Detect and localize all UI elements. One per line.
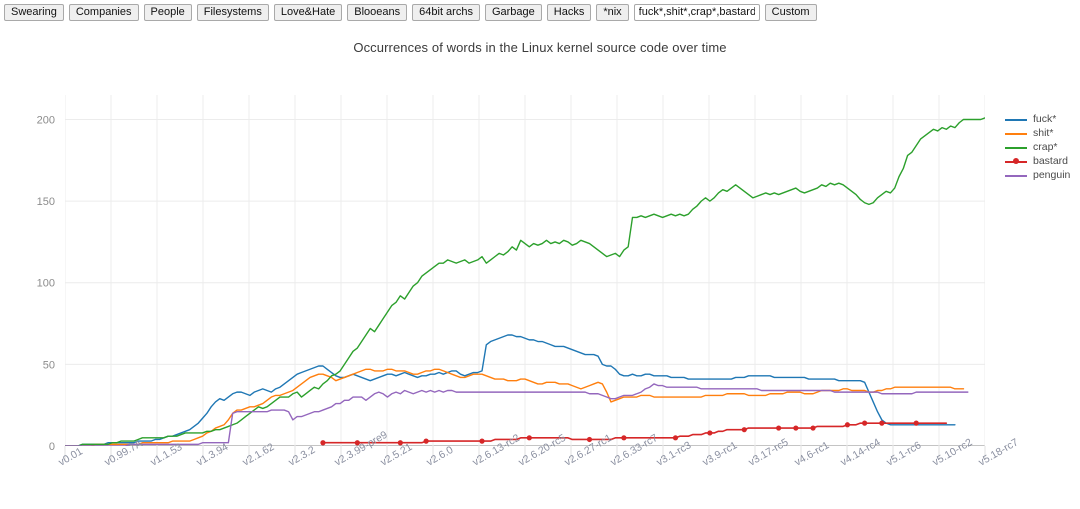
series-marker-bastard <box>423 438 429 444</box>
x-axis-tick-label: v2.6.0 <box>425 444 456 469</box>
toolbar-button-companies[interactable]: Companies <box>68 3 139 21</box>
plot-area <box>65 95 985 446</box>
legend-item-shit[interactable]: shit* <box>1005 126 1070 140</box>
toolbar-button-people[interactable]: People <box>143 3 192 21</box>
legend-swatch-bastard <box>1005 156 1027 167</box>
legend-label-fuck: fuck* <box>1033 113 1057 125</box>
legend-label-crap: crap* <box>1033 141 1058 153</box>
toolbar-button-64bit-archs[interactable]: 64bit archs <box>412 3 480 21</box>
legend-item-fuck[interactable]: fuck* <box>1005 112 1070 126</box>
toolbar-button-custom[interactable]: Custom <box>764 3 817 21</box>
toolbar-button-hacks[interactable]: Hacks <box>546 3 592 21</box>
series-marker-bastard <box>810 425 816 431</box>
toolbar-button-love-hate[interactable]: Love&Hate <box>273 3 343 21</box>
series-line-crap <box>65 117 985 446</box>
series-marker-bastard <box>526 435 532 441</box>
x-axis-tick-label: v2.3.2 <box>287 444 318 469</box>
category-toolbar: Swearing Companies People Filesystems Lo… <box>4 3 817 21</box>
legend-swatch-fuck <box>1005 114 1027 125</box>
series-marker-bastard <box>479 438 485 444</box>
legend-label-bastard: bastard <box>1033 155 1069 167</box>
series-marker-bastard <box>586 436 593 443</box>
toolbar-button-blooeans[interactable]: Blooeans <box>347 3 408 21</box>
legend-swatch-penguin <box>1005 170 1027 181</box>
series-marker-bastard <box>354 440 360 446</box>
series-marker-bastard <box>793 425 799 431</box>
series-marker-bastard <box>707 430 713 436</box>
series-marker-bastard <box>862 420 868 426</box>
y-axis-tick-label: 150 <box>37 196 55 208</box>
series-marker-bastard <box>879 420 885 426</box>
series-marker-bastard <box>741 427 747 433</box>
chart-title: Occurrences of words in the Linux kernel… <box>353 40 727 55</box>
y-axis-tick-label: 50 <box>43 359 55 371</box>
series-marker-bastard <box>320 440 326 446</box>
series-marker-bastard <box>397 440 403 446</box>
series-marker-bastard <box>844 422 851 428</box>
plot-svg <box>65 95 985 446</box>
chart-container: Occurrences of words in the Linux kernel… <box>0 22 1080 509</box>
toolbar-button-nix[interactable]: *nix <box>596 3 629 21</box>
legend-label-shit: shit* <box>1033 127 1054 139</box>
legend-swatch-shit <box>1005 128 1027 139</box>
x-axis-tick-label: v0.01 <box>57 445 85 468</box>
y-axis-tick-label: 0 <box>49 441 55 453</box>
legend-label-penguin: penguin <box>1033 169 1071 181</box>
legend-item-penguin[interactable]: penguin <box>1005 168 1070 182</box>
series-line-bastard <box>322 422 948 444</box>
series-marker-bastard <box>913 420 919 426</box>
series-line-fuck <box>65 334 956 446</box>
toolbar-button-filesystems[interactable]: Filesystems <box>196 3 269 21</box>
legend-item-bastard[interactable]: bastard <box>1005 154 1070 168</box>
legend-item-crap[interactable]: crap* <box>1005 140 1070 154</box>
series-marker-bastard <box>672 435 679 441</box>
chart-legend: fuck* shit* crap* bastard penguin <box>1005 112 1070 182</box>
query-input[interactable] <box>633 3 760 21</box>
y-axis-tick-label: 100 <box>37 278 55 290</box>
series-marker-bastard <box>776 425 782 431</box>
series-marker-bastard <box>621 435 627 441</box>
series-line-penguin <box>65 383 969 446</box>
y-axis-tick-label: 200 <box>37 114 55 126</box>
series-line-shit <box>65 368 965 446</box>
legend-swatch-crap <box>1005 142 1027 153</box>
toolbar-button-swearing[interactable]: Swearing <box>4 3 64 21</box>
toolbar-button-garbage[interactable]: Garbage <box>484 3 542 21</box>
